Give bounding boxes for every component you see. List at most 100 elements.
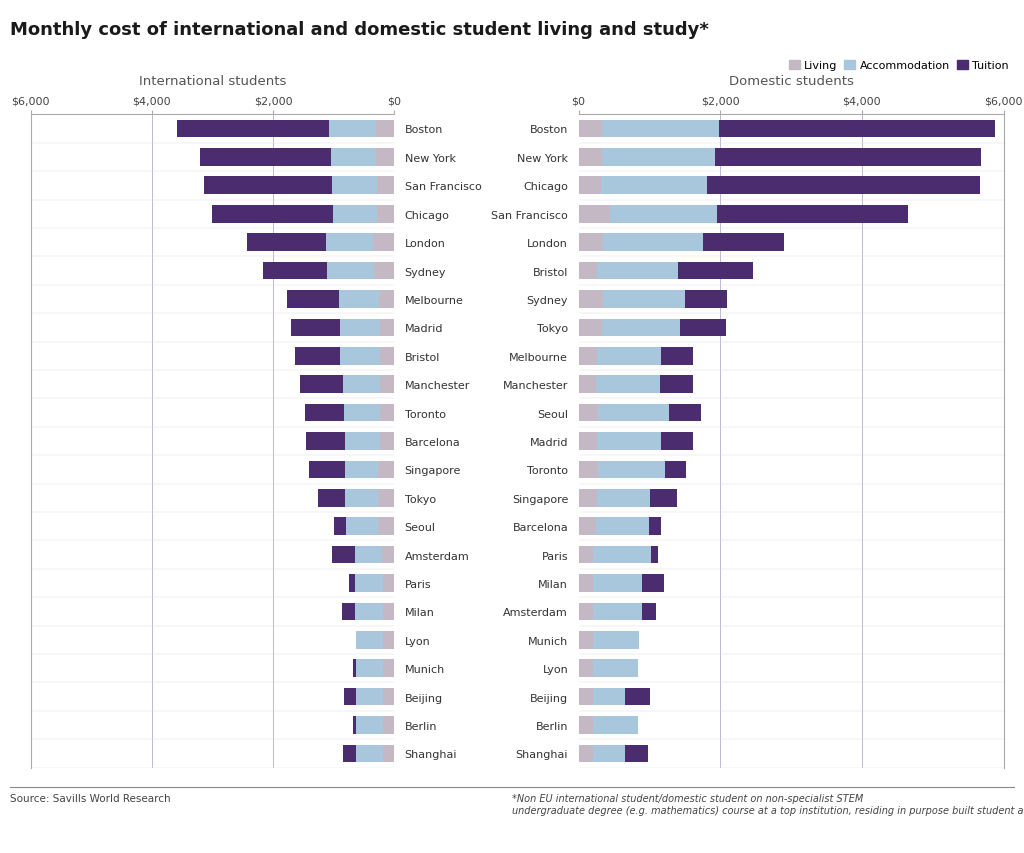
Bar (356, 717, 383, 734)
Bar (295, 347, 340, 365)
Bar (579, 745, 593, 763)
Bar (380, 376, 394, 393)
Text: Source: Savills World Research: Source: Savills World Research (10, 793, 171, 804)
Bar (626, 745, 648, 763)
Bar (610, 206, 717, 223)
Bar (291, 319, 340, 337)
Bar (383, 745, 394, 763)
Bar (602, 319, 680, 337)
Bar (374, 263, 394, 280)
Bar (593, 603, 642, 620)
Bar (327, 263, 374, 280)
Bar (579, 574, 593, 592)
Bar (379, 518, 394, 536)
Bar (356, 659, 383, 677)
Bar (356, 688, 383, 705)
Bar (333, 177, 377, 194)
Bar (597, 263, 679, 280)
Bar (603, 234, 702, 252)
Bar (355, 603, 383, 620)
Bar (352, 659, 356, 677)
Bar (579, 404, 598, 422)
Bar (708, 177, 980, 194)
Bar (212, 206, 333, 223)
Bar (601, 177, 708, 194)
Bar (309, 461, 345, 479)
Bar (263, 263, 327, 280)
Bar (383, 631, 394, 649)
Bar (379, 291, 394, 309)
Bar (665, 461, 686, 479)
Bar (306, 432, 344, 450)
Bar (204, 177, 333, 194)
Bar (340, 319, 380, 337)
Bar (344, 688, 356, 705)
Bar (379, 461, 394, 479)
Bar (579, 347, 597, 365)
Bar (352, 717, 356, 734)
Bar (579, 717, 593, 734)
Bar (670, 404, 701, 422)
Bar (597, 490, 650, 507)
Bar (376, 120, 394, 138)
Bar (579, 490, 597, 507)
Bar (593, 717, 638, 734)
Bar (343, 376, 380, 393)
Bar (346, 518, 379, 536)
Bar (579, 688, 593, 705)
Bar (376, 149, 394, 166)
Bar (334, 518, 346, 536)
Bar (345, 461, 379, 479)
Bar (383, 659, 394, 677)
Bar (579, 546, 593, 564)
Bar (649, 518, 660, 536)
Bar (579, 120, 602, 138)
Bar (342, 603, 355, 620)
Bar (383, 717, 394, 734)
Bar (679, 263, 753, 280)
Bar (383, 574, 394, 592)
Bar (377, 177, 394, 194)
Bar (651, 546, 657, 564)
Bar (383, 688, 394, 705)
Bar (719, 120, 995, 138)
Bar (717, 206, 908, 223)
Bar (344, 432, 380, 450)
Bar (593, 688, 625, 705)
Bar (625, 688, 650, 705)
Bar (579, 291, 603, 309)
Bar (579, 149, 602, 166)
Bar (680, 319, 726, 337)
Bar (383, 603, 394, 620)
Bar (579, 659, 593, 677)
Bar (597, 432, 660, 450)
Bar (602, 120, 719, 138)
Bar (300, 376, 343, 393)
Bar (356, 631, 383, 649)
Bar (331, 149, 376, 166)
Bar (593, 631, 639, 649)
Bar (356, 745, 383, 763)
Bar (339, 291, 379, 309)
Bar (333, 206, 377, 223)
Bar (579, 263, 597, 280)
Bar (602, 149, 715, 166)
Bar (377, 206, 394, 223)
Bar (305, 404, 344, 422)
Bar (380, 404, 394, 422)
Bar (650, 490, 677, 507)
Bar (685, 291, 727, 309)
Bar (593, 546, 651, 564)
Bar (579, 432, 597, 450)
Bar (332, 546, 355, 564)
Bar (597, 347, 660, 365)
Bar (355, 574, 383, 592)
Bar (349, 574, 355, 592)
Bar (579, 631, 593, 649)
Bar (380, 432, 394, 450)
Bar (329, 120, 376, 138)
Bar (598, 404, 670, 422)
Bar (715, 149, 981, 166)
Bar (247, 234, 326, 252)
Bar (596, 518, 649, 536)
